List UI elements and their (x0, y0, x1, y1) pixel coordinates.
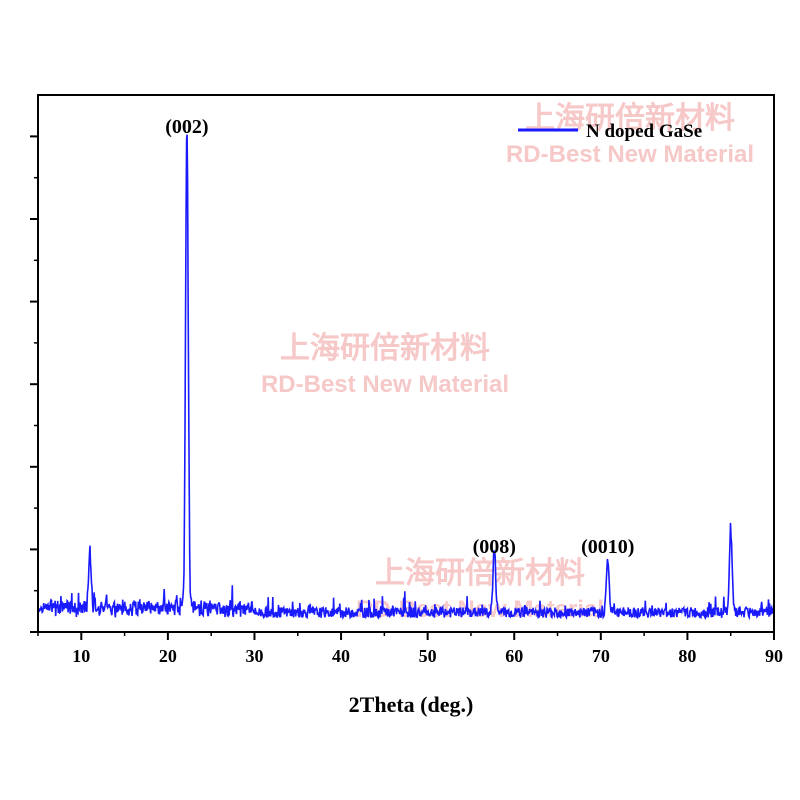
watermark-en: RD-Best New Material (506, 141, 754, 168)
peak-label: (0010) (581, 536, 634, 558)
peak-annotations: (002) (008) (0010) (165, 116, 634, 558)
x-tick-label: 30 (245, 646, 263, 666)
peak-label: (008) (473, 536, 516, 558)
x-tick-label: 70 (592, 646, 610, 666)
x-tick-label: 20 (159, 646, 177, 666)
x-tick-label: 10 (72, 646, 90, 666)
series-trace-n-doped-gase (37, 134, 775, 621)
watermark-cn: 上海研倍新材料 (280, 331, 490, 366)
x-tick-label: 60 (505, 646, 523, 666)
watermark-en: RD-Best New Material (261, 371, 509, 398)
legend-label: N doped GaSe (586, 121, 702, 142)
legend: N doped GaSe (518, 121, 702, 142)
peak-label: (002) (165, 116, 208, 138)
watermark-cn: 上海研倍新材料 (375, 556, 585, 591)
x-axis-ticks: 10 20 30 40 50 60 70 80 90 (37, 632, 783, 666)
plot-frame (37, 94, 775, 633)
x-tick-label: 90 (765, 646, 783, 666)
y-axis-ticks (30, 135, 38, 633)
x-axis-title: 2Theta (deg.) (349, 692, 474, 717)
x-tick-label: 50 (419, 646, 437, 666)
x-tick-label: 40 (332, 646, 350, 666)
x-tick-label: 80 (678, 646, 696, 666)
